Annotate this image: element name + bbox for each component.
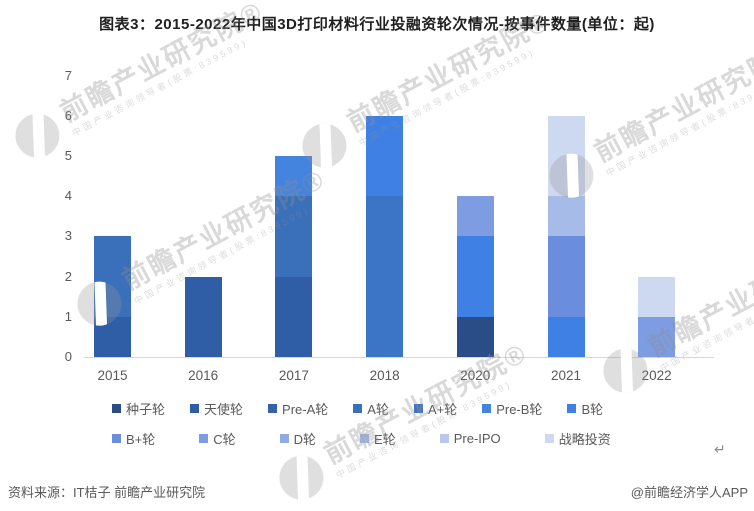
bar-segment-2021-B轮: [547, 316, 585, 357]
y-axis-tick-6: 6: [64, 107, 72, 123]
legend-label: Pre-B轮: [496, 402, 543, 417]
legend-swatch-icon: [112, 404, 121, 413]
legend-item-B轮: B轮: [567, 399, 603, 418]
footer-credit-text: @前瞻经济学人APP: [630, 485, 748, 500]
y-axis-tick-3: 3: [64, 228, 72, 244]
bar-segment-2017-A轮: [275, 196, 313, 277]
bar-segment-2020-C轮: [456, 196, 494, 237]
legend-item-E轮: E轮: [360, 429, 396, 448]
watermark-sub-text: 中国产业咨询领导者(股票:839599): [604, 76, 754, 179]
legend-row-2: B+轮 C轮 D轮 E轮 Pre-IPO 战略投资: [112, 429, 611, 448]
legend-swatch-icon: [279, 434, 289, 443]
legend-label: A轮: [367, 402, 389, 417]
bar-segment-2018-A+轮: [366, 196, 404, 357]
legend-item-Pre-A轮: Pre-A轮: [268, 399, 328, 418]
x-axis-label-2018: 2018: [369, 368, 400, 383]
watermark-sub-text: 中国产业咨询领导者(股票:839599): [334, 378, 514, 481]
legend-label: 战略投资: [558, 432, 611, 447]
legend-swatch-icon: [360, 434, 370, 443]
legend-item-D轮: D轮: [279, 429, 317, 448]
legend-item-A轮: A轮: [353, 399, 389, 418]
legend-swatch-icon: [482, 404, 492, 413]
chart-title: 图表3：2015-2022年中国3D打印材料行业投融资轮次情况-按事件数量(单位…: [99, 16, 655, 33]
legend-swatch-icon: [439, 434, 449, 443]
legend-label: 天使轮: [204, 402, 244, 417]
legend-label: A+轮: [427, 402, 458, 417]
watermark-sub-text: 中国产业咨询领导者(股票:839599): [70, 36, 250, 139]
watermark-5: 前瞻产业研究院® 中国产业咨询领导者(股票:839599): [271, 338, 539, 508]
x-axis-label-2022: 2022: [641, 368, 672, 383]
legend-swatch-icon: [190, 404, 200, 413]
legend-item-B+轮: B+轮: [112, 429, 155, 448]
y-axis-tick-2: 2: [64, 268, 72, 284]
bar-segment-2016-天使轮: [184, 276, 222, 357]
y-axis-tick-0: 0: [64, 349, 72, 364]
legend-row-1: 种子轮 天使轮 Pre-A轮 A轮 A+轮 Pre-B轮 B轮: [112, 399, 603, 418]
x-axis-line: [84, 357, 714, 358]
footer-source-text: 资料来源：IT桔子 前瞻产业研究院: [8, 485, 206, 500]
legend-item-C轮: C轮: [199, 429, 236, 448]
x-axis-label-2015: 2015: [97, 368, 128, 383]
x-axis-label-2017: 2017: [278, 368, 309, 383]
bar-segment-2017-Pre-B轮: [275, 156, 313, 197]
legend-label: E轮: [374, 432, 396, 447]
bar-segment-2017-天使轮: [275, 276, 313, 357]
legend-item-战略投资: 战略投资: [544, 429, 611, 448]
x-axis-label-2020: 2020: [460, 368, 491, 383]
legend-swatch-icon: [112, 434, 121, 443]
legend-label: B+轮: [126, 432, 156, 447]
legend-swatch-icon: [353, 404, 363, 413]
legend-item-Pre-IPO: Pre-IPO: [439, 431, 501, 446]
bar-segment-2015-天使轮: [94, 316, 131, 357]
y-axis-tick-4: 4: [64, 188, 72, 204]
x-axis-label-2021: 2021: [550, 368, 582, 383]
return-mark: ↵: [714, 441, 726, 457]
bar-segment-2021-B+轮: [547, 236, 585, 317]
legend-item-A+轮: A+轮: [413, 399, 458, 418]
bar-segment-2022-战略投资: [638, 276, 676, 317]
legend-label: D轮: [293, 432, 317, 447]
y-axis-tick-7: 7: [64, 67, 72, 83]
bar-segment-2020-B轮: [456, 236, 494, 317]
bar-segment-2021-战略投资: [547, 115, 585, 197]
legend-swatch-icon: [199, 434, 209, 443]
bar-segment-2020-种子轮: [456, 316, 494, 357]
watermark-logo-icon: [271, 447, 332, 508]
legend-swatch-icon: [544, 434, 554, 443]
bar-segment-2022-C轮: [638, 316, 676, 357]
y-axis-tick-5: 5: [64, 148, 72, 163]
legend-label: B轮: [581, 402, 604, 417]
legend-swatch-icon: [567, 404, 577, 413]
x-axis-label-2016: 2016: [188, 368, 219, 383]
legend-item-天使轮: 天使轮: [190, 399, 243, 418]
legend-item-种子轮: 种子轮: [112, 399, 165, 418]
y-axis-tick-1: 1: [64, 308, 72, 324]
watermark-main-text: 前瞻产业研究院®: [589, 35, 754, 168]
legend-item-Pre-B轮: Pre-B轮: [482, 399, 542, 418]
legend-swatch-icon: [413, 404, 423, 413]
legend-swatch-icon: [268, 404, 278, 413]
bar-segment-2015-A轮: [94, 236, 131, 317]
legend-label: Pre-IPO: [453, 431, 501, 446]
legend-label: 种子轮: [126, 402, 166, 417]
bar-segment-2018-B轮: [366, 115, 404, 197]
legend-label: Pre-A轮: [282, 402, 329, 417]
legend-label: C轮: [213, 432, 236, 447]
bar-segment-2021-E轮: [547, 196, 585, 237]
